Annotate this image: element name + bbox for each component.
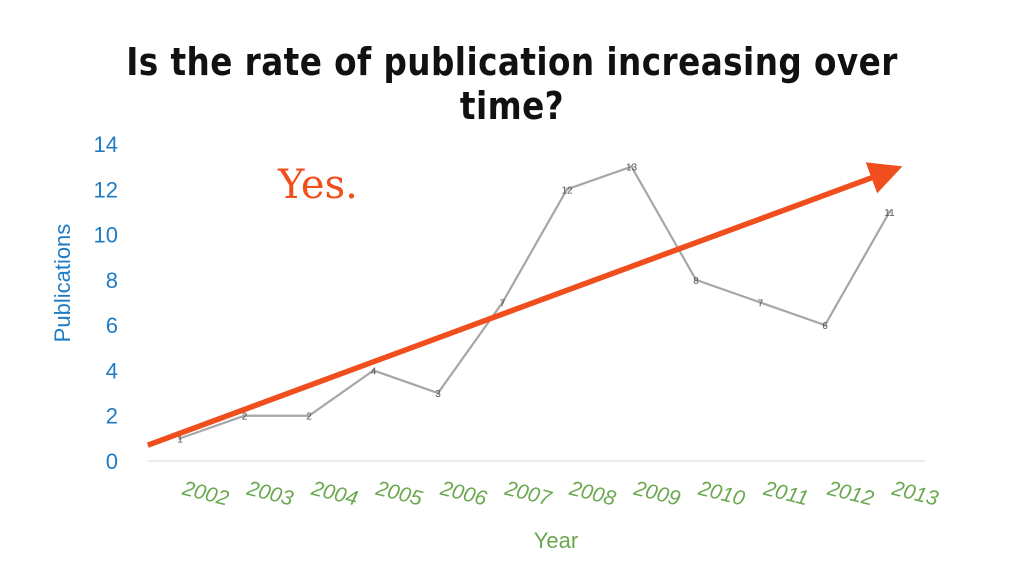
- data-point: [758, 300, 763, 305]
- data-label: 7: [500, 299, 506, 310]
- data-point: [823, 323, 827, 327]
- trend-arrow: [146, 162, 903, 448]
- data-point: [565, 187, 569, 191]
- data-label: 11: [884, 208, 895, 219]
- x-tick-label: 2002: [179, 477, 231, 511]
- data-label: 6: [822, 321, 828, 332]
- data-label: 2: [306, 412, 312, 423]
- y-axis-title: Publications: [50, 224, 75, 343]
- data-label: 1: [177, 434, 183, 445]
- data-label: 4: [371, 366, 377, 377]
- y-tick-label: 6: [106, 313, 118, 338]
- x-tick-label: 2004: [308, 477, 360, 511]
- data-point: [436, 391, 440, 395]
- y-tick-label: 4: [106, 358, 118, 383]
- y-tick-label: 8: [106, 268, 118, 293]
- data-point: [694, 278, 698, 282]
- data-point: [371, 368, 376, 373]
- data-point: [629, 165, 634, 169]
- data-label: 2: [242, 412, 248, 423]
- x-tick-label: 2010: [695, 477, 747, 511]
- y-tick-label: 2: [106, 404, 118, 429]
- x-tick-label: 2006: [437, 477, 489, 511]
- data-label: 12: [561, 185, 573, 196]
- data-point: [307, 414, 311, 418]
- y-tick-label: 14: [94, 132, 118, 157]
- x-tick-label: 2008: [566, 477, 618, 511]
- x-axis-title: Year: [534, 528, 578, 553]
- x-tick-label: 2011: [760, 477, 810, 510]
- x-tick-label: 2005: [373, 477, 425, 511]
- series-line: [179, 165, 891, 440]
- x-tick-label: 2007: [502, 477, 555, 511]
- x-tick-label: 2012: [824, 477, 876, 511]
- data-label: 13: [626, 163, 638, 174]
- slide-title: Is the rate of publication increasing ov…: [126, 40, 898, 128]
- x-tick-label: 2003: [244, 477, 296, 511]
- data-label: 3: [435, 389, 441, 400]
- data-label: 8: [693, 276, 699, 287]
- y-tick-label: 0: [106, 449, 118, 474]
- y-tick-label: 10: [94, 223, 118, 248]
- data-point: [242, 414, 247, 418]
- y-tick-label: 12: [94, 177, 118, 202]
- x-tick-label: 2013: [889, 477, 941, 511]
- data-point: [178, 436, 182, 440]
- x-tick-label: 2009: [631, 477, 683, 511]
- annotation-yes: Yes.: [277, 162, 358, 208]
- data-label: 7: [758, 299, 764, 310]
- data-point: [500, 300, 505, 305]
- data-point: [887, 210, 892, 214]
